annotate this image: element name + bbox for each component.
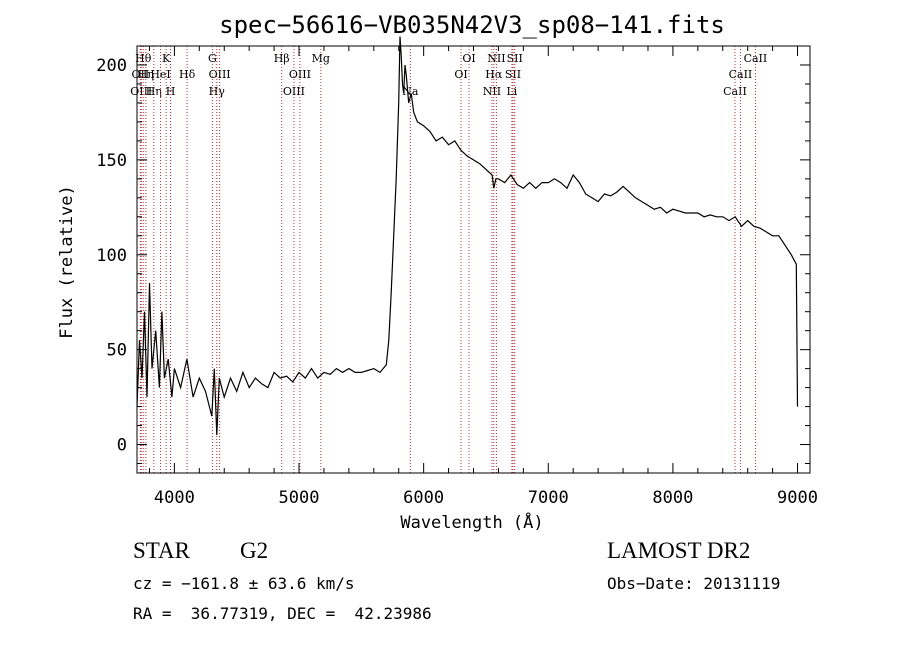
x-axis-label: Wavelength (Å) xyxy=(400,511,543,533)
line-marker-label-23: SII xyxy=(507,52,523,65)
y-tick-label-2: 100 xyxy=(96,246,127,266)
line-marker-label-24: Li xyxy=(506,85,517,98)
plot-frame xyxy=(136,45,811,474)
y-tick-label-4: 200 xyxy=(96,56,127,76)
observation-date: Obs−Date: 20131119 xyxy=(607,574,781,593)
x-axis-ticks: 4000 5000 6000 7000 8000 9000 xyxy=(148,46,818,508)
y-tick-label-0: 0 xyxy=(117,436,127,456)
line-marker-label-12: Hβ xyxy=(274,52,290,65)
redshift-velocity: cz = −161.8 ± 63.6 km/s xyxy=(133,574,355,593)
object-class: STAR xyxy=(133,538,190,563)
line-marker-label-1: OIII xyxy=(130,85,152,98)
spectrum-series xyxy=(136,36,799,436)
x-tick-label-2: 6000 xyxy=(403,488,444,508)
coordinates: RA = 36.77319, DEC = 42.23986 xyxy=(133,604,432,623)
line-marker-label-20: Hα xyxy=(485,68,503,81)
x-tick-label-3: 7000 xyxy=(528,488,569,508)
line-marker-label-19: NII xyxy=(483,85,501,98)
line-marker-label-5: HeI xyxy=(150,68,170,81)
line-marker-label-16: Na xyxy=(402,85,419,98)
line-marker-label-10: Hγ xyxy=(209,85,226,98)
line-marker-label-15: Mg xyxy=(312,52,330,65)
y-tick-label-1: 50 xyxy=(107,341,127,361)
chart-title: spec−56616−VB035N42V3_sp08−141.fits xyxy=(219,11,725,39)
line-marker-label-13: OIII xyxy=(283,85,305,98)
line-marker-label-18: OI xyxy=(462,52,475,65)
x-tick-label-0: 4000 xyxy=(154,488,195,508)
line-marker-label-17: OI xyxy=(454,68,467,81)
y-tick-label-3: 150 xyxy=(96,151,127,171)
line-markers: OIIOIIIHθHηHηHeIKHHδGHγOIIIHβOIIIOIIIMgN… xyxy=(130,46,767,473)
line-marker-label-0: OII xyxy=(132,68,150,81)
line-marker-label-2: Hθ xyxy=(135,52,152,65)
x-tick-label-4: 8000 xyxy=(652,488,693,508)
y-axis-ticks: 0 50 100 150 200 xyxy=(96,56,810,465)
line-marker-label-8: Hδ xyxy=(179,68,196,81)
line-marker-label-7: H xyxy=(166,85,176,98)
line-marker-label-14: OIII xyxy=(289,68,311,81)
line-marker-label-11: OIII xyxy=(209,68,231,81)
spectrum-line xyxy=(136,36,799,436)
line-marker-label-6: K xyxy=(162,52,171,65)
x-tick-label-1: 5000 xyxy=(279,488,320,508)
line-marker-label-3: Hη xyxy=(138,68,154,81)
line-marker-label-21: NII xyxy=(487,52,505,65)
line-marker-label-22: SII xyxy=(505,68,521,81)
y-axis-label: Flux (relative) xyxy=(57,185,77,339)
line-marker-label-4: Hη xyxy=(146,85,162,98)
line-marker-label-9: G xyxy=(208,52,217,65)
line-marker-label-27: CaII xyxy=(744,52,768,65)
survey-name: LAMOST DR2 xyxy=(607,538,751,563)
line-marker-label-25: CaII xyxy=(723,85,747,98)
object-subclass: G2 xyxy=(240,538,269,563)
x-tick-label-5: 9000 xyxy=(777,488,818,508)
line-marker-label-26: CaII xyxy=(729,68,753,81)
